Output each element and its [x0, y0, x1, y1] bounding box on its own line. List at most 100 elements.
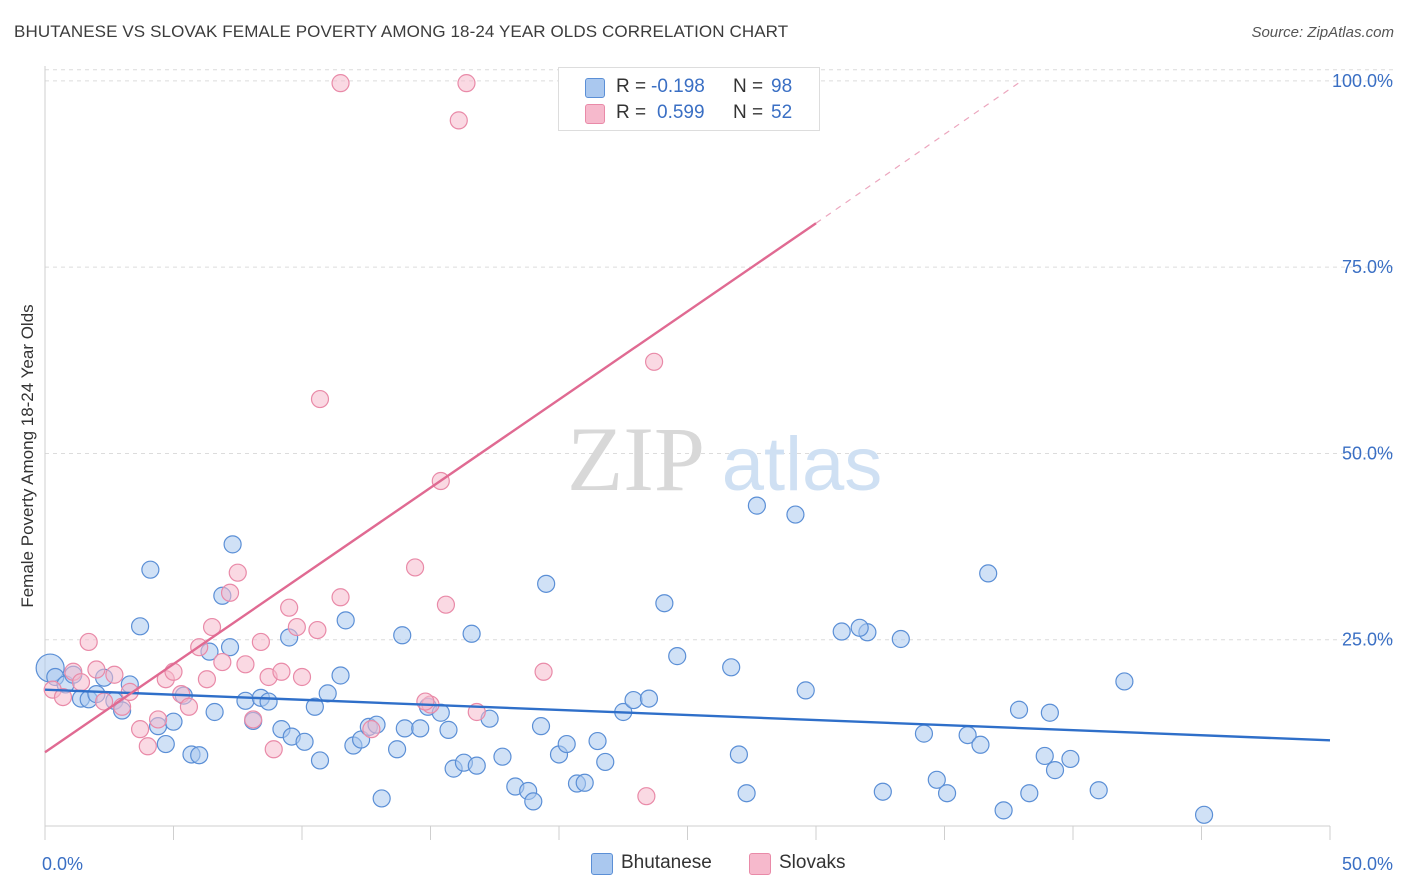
- bhutanese-point: [979, 564, 998, 583]
- slovaks-point: [436, 595, 456, 614]
- bhutanese-point: [1035, 746, 1054, 766]
- tick-labels: 25.0% 50.0% 75.0% 100.0% 0.0% 50.0%: [42, 71, 1393, 874]
- y-axis-label: Female Poverty Among 18-24 Year Olds: [18, 304, 37, 608]
- bhutanese-point: [411, 719, 430, 738]
- bhutanese-point: [937, 784, 957, 803]
- bhutanese-point: [393, 626, 412, 645]
- bhutanese-point: [737, 784, 756, 803]
- bhutanese-trend-line: [44, 688, 1331, 742]
- bhutanese-point: [537, 574, 556, 593]
- y-tick-label: 100.0%: [1332, 71, 1393, 91]
- bhutanese-point: [310, 751, 330, 770]
- bhutanese-point: [387, 740, 407, 759]
- bhutanese-point: [493, 747, 512, 766]
- bhutanese-point: [557, 734, 576, 754]
- bhutanese-point: [722, 658, 741, 677]
- slovaks-point: [292, 667, 312, 687]
- slovaks-n-value: 52: [771, 102, 793, 123]
- slovaks-point: [534, 662, 553, 681]
- n-label: N =: [733, 76, 764, 97]
- bhutanese-point: [575, 773, 594, 792]
- bhutanese-point: [639, 689, 659, 708]
- bhutanese-point: [336, 611, 355, 630]
- bhutanese-point: [259, 692, 278, 711]
- bhutanese-point: [786, 505, 805, 524]
- bhutanese-point: [971, 735, 990, 754]
- bhutanese-point: [624, 690, 643, 710]
- bhutanese-point: [1115, 672, 1134, 691]
- bhutanese-point: [1194, 805, 1214, 824]
- slovaks-legend-label: Slovaks: [779, 852, 846, 873]
- axes: [44, 66, 1331, 840]
- slovaks-point: [130, 720, 150, 739]
- r-label: R =: [616, 76, 647, 97]
- bhutanese-point: [596, 752, 615, 772]
- slovaks-point: [179, 697, 199, 716]
- bhutanese-point: [1040, 703, 1059, 722]
- bhutanese-points: [35, 496, 1214, 824]
- slovaks-point: [280, 598, 299, 617]
- r-label: R =: [616, 102, 647, 123]
- slovaks-point: [449, 111, 468, 130]
- bhutanese-point: [524, 792, 543, 811]
- y-tick-label: 75.0%: [1342, 257, 1393, 277]
- bhutanese-point: [531, 717, 551, 736]
- bhutanese-point: [796, 681, 815, 700]
- slovaks-point: [287, 617, 306, 637]
- bhutanese-point: [1045, 761, 1065, 780]
- bhutanese-point: [914, 724, 934, 743]
- bhutanese-point: [236, 691, 255, 710]
- bhutanese-swatch: [591, 853, 613, 875]
- slovaks-point: [220, 583, 240, 602]
- bhutanese-point: [832, 622, 851, 641]
- slovaks-point: [244, 710, 263, 729]
- bhutanese-point: [372, 789, 391, 808]
- bhutanese-point: [891, 629, 910, 649]
- slovaks-point: [53, 687, 73, 707]
- slovaks-point: [87, 660, 106, 679]
- bhutanese-point: [190, 746, 209, 765]
- bhutanese-point: [1009, 700, 1029, 719]
- slovaks-point: [637, 787, 656, 806]
- watermark-zip: ZIP: [567, 408, 705, 510]
- bhutanese-point: [205, 702, 224, 722]
- slovaks-point: [105, 665, 124, 684]
- slovaks-point: [148, 710, 168, 729]
- bhutanese-point: [164, 712, 183, 731]
- bhutanese-point: [994, 801, 1013, 820]
- slovaks-trend-extension: [815, 80, 1022, 224]
- slovaks-swatch: [585, 104, 605, 124]
- watermark-atlas: atlas: [722, 422, 883, 507]
- bhutanese-point: [220, 638, 240, 657]
- bhutanese-r-value: -0.198: [651, 76, 705, 97]
- slovaks-point: [236, 655, 255, 674]
- n-label: N =: [733, 102, 764, 123]
- slovaks-point: [457, 74, 476, 93]
- bhutanese-point: [318, 684, 337, 703]
- bhutanese-legend-label: Bhutanese: [621, 852, 712, 873]
- bhutanese-point: [305, 697, 324, 716]
- slovaks-point: [79, 632, 98, 652]
- slovaks-point: [138, 737, 157, 756]
- source-label: Source: ZipAtlas.com: [1251, 24, 1394, 41]
- correlation-legend: R = -0.198 N = 98 R = 0.599 N = 52: [558, 67, 820, 131]
- y-tick-label: 25.0%: [1342, 630, 1393, 650]
- slovaks-point: [272, 662, 291, 681]
- bhutanese-point: [927, 770, 946, 789]
- slovaks-point: [264, 740, 283, 759]
- trend-lines: [44, 80, 1331, 754]
- slovaks-point: [416, 692, 435, 711]
- chart-title: BHUTANESE VS SLOVAK FEMALE POVERTY AMONG…: [14, 22, 789, 41]
- bhutanese-point: [156, 734, 175, 754]
- bhutanese-point: [668, 647, 687, 666]
- bhutanese-point: [439, 720, 458, 739]
- x-tick-label: 50.0%: [1342, 854, 1393, 874]
- bhutanese-point: [462, 624, 481, 643]
- bhutanese-n-value: 98: [771, 76, 793, 97]
- slovaks-point: [71, 673, 91, 692]
- slovaks-point: [405, 558, 425, 577]
- gridlines: [45, 69, 1395, 641]
- bhutanese-point: [395, 719, 414, 738]
- bhutanese-point: [1089, 781, 1108, 800]
